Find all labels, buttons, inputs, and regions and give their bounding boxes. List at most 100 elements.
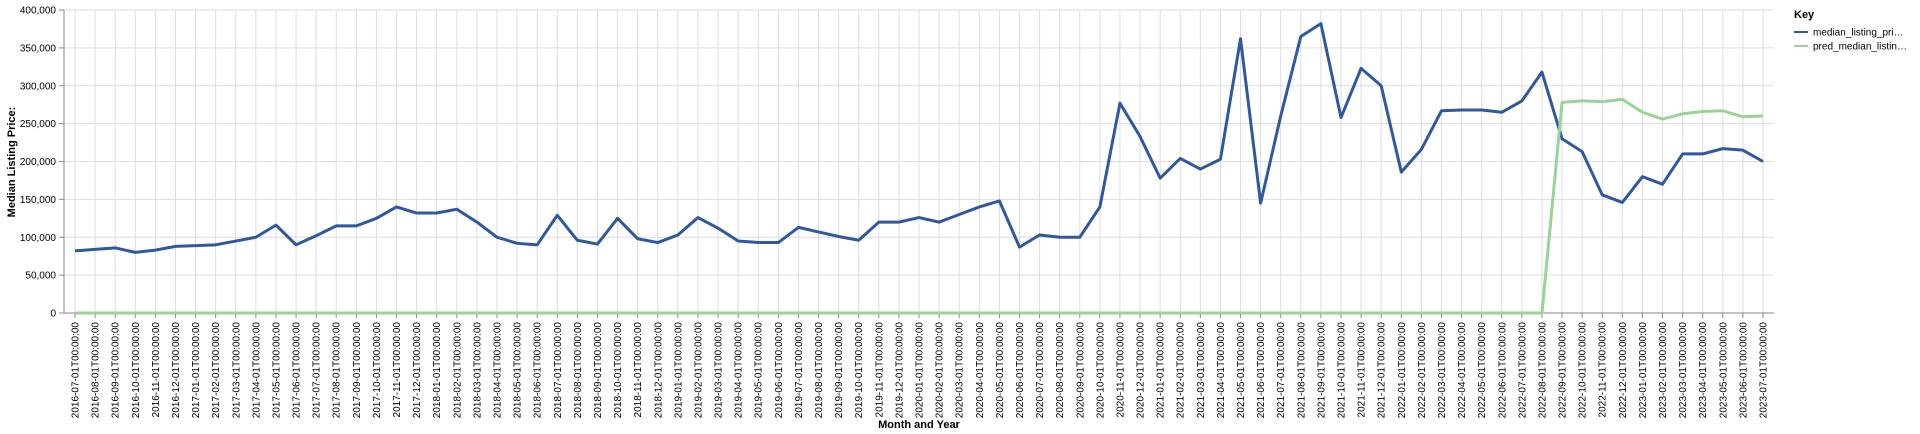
y-tick-label: 50,000	[25, 271, 56, 282]
x-tick-label: 2018-07-01T00:00:00	[553, 322, 564, 419]
x-tick-label: 2021-07-01T00:00:00	[1276, 322, 1287, 419]
x-tick-label: 2020-12-01T00:00:00	[1136, 322, 1147, 419]
x-tick-label: 2017-08-01T00:00:00	[332, 322, 343, 419]
x-tick-label: 2017-04-01T00:00:00	[251, 322, 262, 419]
x-tick-label: 2022-03-01T00:00:00	[1437, 322, 1448, 419]
series-line-1	[75, 97, 1764, 315]
series-line-0	[74, 22, 1764, 254]
x-tick-label: 2017-01-01T00:00:00	[191, 322, 202, 419]
x-tick-label: 2021-12-01T00:00:00	[1377, 322, 1388, 419]
x-tick-label: 2017-12-01T00:00:00	[412, 322, 423, 419]
x-tick-label: 2019-10-01T00:00:00	[854, 322, 865, 419]
x-tick-label: 2019-08-01T00:00:00	[814, 322, 825, 419]
x-tick-label: 2017-10-01T00:00:00	[372, 322, 383, 419]
x-tick-label: 2023-02-01T00:00:00	[1658, 322, 1669, 419]
x-tick-label: 2017-03-01T00:00:00	[231, 322, 242, 419]
x-tick-label: 2022-05-01T00:00:00	[1477, 322, 1488, 419]
x-tick-label: 2023-04-01T00:00:00	[1698, 322, 1709, 419]
y-axis: 0 50,000 100,000 150,000 200,000 250,000 300,0…	[20, 6, 65, 320]
x-tick-label: 2022-06-01T00:00:00	[1497, 322, 1508, 419]
x-tick-label: 2019-01-01T00:00:00	[673, 322, 684, 419]
x-tick-label: 2018-03-01T00:00:00	[472, 322, 483, 419]
x-tick-label: 2022-02-01T00:00:00	[1417, 322, 1428, 419]
series-lines	[74, 22, 1764, 315]
x-tick-label: 2021-10-01T00:00:00	[1337, 322, 1348, 419]
x-tick-label: 2020-08-01T00:00:00	[1055, 322, 1066, 419]
x-tick-label: 2019-09-01T00:00:00	[834, 322, 845, 419]
x-tick-label: 2020-04-01T00:00:00	[975, 322, 986, 419]
x-tick-label: 2022-09-01T00:00:00	[1558, 322, 1569, 419]
x-tick-label: 2020-05-01T00:00:00	[995, 322, 1006, 419]
x-tick-label: 2019-07-01T00:00:00	[794, 322, 805, 419]
x-tick-label: 2022-04-01T00:00:00	[1457, 322, 1468, 419]
x-tick-label: 2018-11-01T00:00:00	[633, 322, 644, 418]
x-tick-label: 2020-10-01T00:00:00	[1095, 322, 1106, 419]
y-tick-label: 250,000	[20, 119, 57, 130]
x-tick-label: 2018-12-01T00:00:00	[653, 322, 664, 419]
x-tick-label: 2018-04-01T00:00:00	[493, 322, 504, 419]
x-tick-label: 2023-01-01T00:00:00	[1638, 322, 1649, 419]
x-tick-label: 2022-07-01T00:00:00	[1517, 322, 1528, 419]
y-tick-label: 0	[50, 309, 56, 320]
x-tick-label: 2022-01-01T00:00:00	[1397, 322, 1408, 419]
x-tick-label: 2017-06-01T00:00:00	[292, 322, 303, 419]
x-tick-label: 2021-04-01T00:00:00	[1216, 322, 1227, 419]
x-tick-label: 2019-12-01T00:00:00	[894, 322, 905, 419]
x-tick-label: 2021-03-01T00:00:00	[1196, 322, 1207, 419]
x-tick-label: 2017-05-01T00:00:00	[271, 322, 282, 419]
x-tick-label: 2017-02-01T00:00:00	[211, 322, 222, 419]
y-tick-label: 200,000	[20, 157, 57, 168]
legend-label: median_listing_pri…	[1813, 28, 1904, 39]
x-tick-label: 2017-11-01T00:00:00	[392, 322, 403, 418]
x-tick-label: 2018-08-01T00:00:00	[573, 322, 584, 419]
x-tick-label: 2023-03-01T00:00:00	[1678, 322, 1689, 419]
x-tick-label: 2016-08-01T00:00:00	[91, 322, 102, 419]
y-tick-label: 150,000	[20, 195, 57, 206]
x-tick-label: 2022-08-01T00:00:00	[1537, 322, 1548, 419]
x-tick-label: 2021-01-01T00:00:00	[1156, 322, 1167, 419]
y-tick-label: 350,000	[20, 43, 57, 54]
x-tick-label: 2022-10-01T00:00:00	[1578, 322, 1589, 419]
x-tick-label: 2016-09-01T00:00:00	[111, 322, 122, 419]
y-tick-label: 100,000	[20, 233, 57, 244]
x-tick-label: 2016-12-01T00:00:00	[171, 322, 182, 419]
x-tick-label: 2017-07-01T00:00:00	[312, 322, 323, 419]
x-tick-label: 2020-07-01T00:00:00	[1035, 322, 1046, 419]
x-tick-label: 2020-06-01T00:00:00	[1015, 322, 1026, 419]
x-tick-label: 2018-09-01T00:00:00	[593, 322, 604, 419]
x-axis-title: Month and Year	[878, 419, 960, 431]
x-tick-label: 2022-12-01T00:00:00	[1618, 322, 1629, 419]
x-tick-label: 2021-02-01T00:00:00	[1176, 322, 1187, 419]
x-tick-label: 2023-07-01T00:00:00	[1759, 322, 1770, 419]
x-tick-label: 2023-05-01T00:00:00	[1718, 322, 1729, 419]
x-tick-label: 2016-11-01T00:00:00	[151, 322, 162, 418]
x-tick-label: 2022-11-01T00:00:00	[1598, 322, 1609, 418]
x-tick-label: 2018-10-01T00:00:00	[613, 322, 624, 419]
y-axis-title: Median Listing Price:	[6, 107, 18, 218]
x-tick-label: 2016-07-01T00:00:00	[71, 322, 82, 419]
x-tick-label: 2023-06-01T00:00:00	[1738, 322, 1749, 419]
x-tick-label: 2019-02-01T00:00:00	[693, 322, 704, 419]
x-tick-label: 2019-05-01T00:00:00	[754, 322, 765, 419]
x-tick-label: 2020-11-01T00:00:00	[1115, 322, 1126, 418]
x-tick-label: 2021-06-01T00:00:00	[1256, 322, 1267, 419]
x-tick-label: 2021-08-01T00:00:00	[1296, 322, 1307, 419]
x-tick-label: 2016-10-01T00:00:00	[131, 322, 142, 419]
x-tick-label: 2018-01-01T00:00:00	[432, 322, 443, 419]
x-tick-label: 2020-09-01T00:00:00	[1075, 322, 1086, 419]
y-tick-label: 400,000	[20, 6, 57, 17]
legend[interactable]: Key median_listing_pri… pred_median_listi…	[1794, 9, 1907, 53]
x-tick-label: 2018-05-01T00:00:00	[513, 322, 524, 419]
x-tick-label: 2019-04-01T00:00:00	[734, 322, 745, 419]
x-tick-label: 2020-02-01T00:00:00	[935, 322, 946, 419]
x-axis: 2016-07-01T00:00:00 2016-08-01T00:00:00 20…	[64, 312, 1774, 419]
x-tick-label: 2021-09-01T00:00:00	[1316, 322, 1327, 419]
x-tick-label: 2019-06-01T00:00:00	[774, 322, 785, 419]
x-tick-label: 2021-11-01T00:00:00	[1357, 322, 1368, 418]
x-tick-label: 2020-01-01T00:00:00	[915, 322, 926, 419]
x-tick-label: 2017-09-01T00:00:00	[352, 322, 363, 419]
x-tick-label: 2020-03-01T00:00:00	[955, 322, 966, 419]
x-tick-label: 2021-05-01T00:00:00	[1236, 322, 1247, 419]
legend-title: Key	[1794, 9, 1815, 21]
